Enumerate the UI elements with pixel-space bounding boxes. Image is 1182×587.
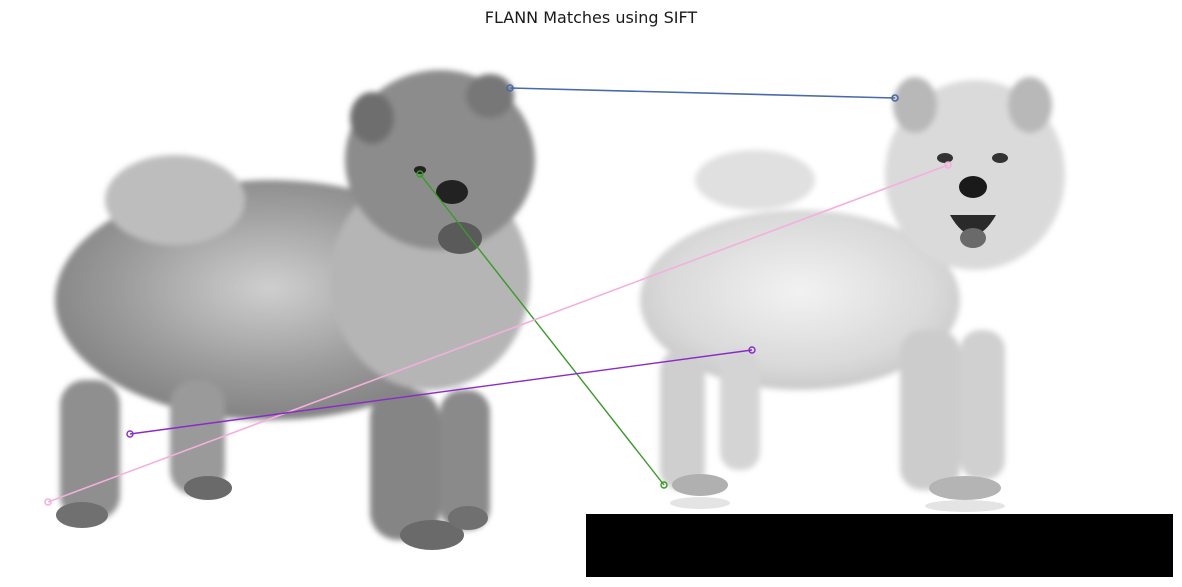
- left-image: [10, 40, 586, 577]
- match-purple: [126, 346, 756, 438]
- right-image: [586, 40, 1173, 514]
- figure-title: FLANN Matches using SIFT: [484, 8, 698, 27]
- padding-block: [586, 514, 1173, 577]
- match-pink: [44, 161, 952, 506]
- match-green: [416, 170, 668, 489]
- match-blue: [506, 84, 899, 102]
